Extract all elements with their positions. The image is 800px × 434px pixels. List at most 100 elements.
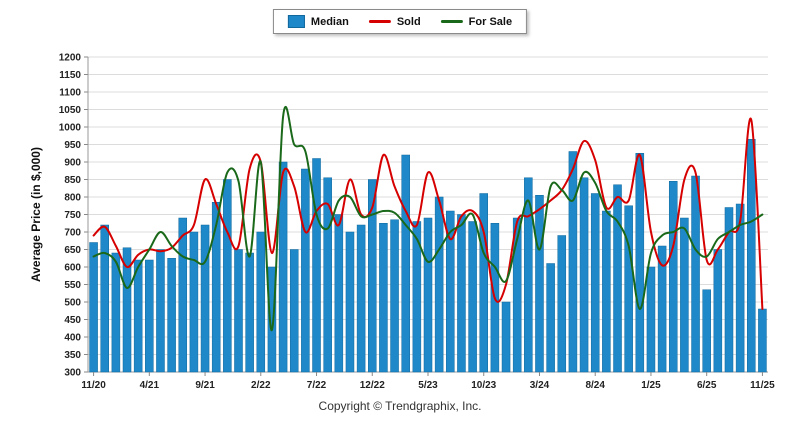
median-bar bbox=[657, 245, 667, 373]
y-tick-label: 600 bbox=[64, 263, 81, 274]
median-bar bbox=[100, 224, 109, 373]
y-tick-label: 350 bbox=[64, 350, 81, 361]
y-tick-label: 400 bbox=[64, 333, 81, 344]
median-bar bbox=[256, 231, 266, 373]
y-tick-label: 900 bbox=[64, 158, 81, 169]
median-bar-swatch-icon bbox=[287, 15, 305, 28]
legend-item-sold[interactable]: Sold bbox=[368, 15, 421, 28]
median-bar bbox=[668, 181, 678, 373]
median-bar bbox=[223, 179, 232, 373]
legend-item-median[interactable]: Median bbox=[287, 15, 349, 28]
x-tick-label: 1/25 bbox=[641, 380, 661, 391]
median-bar bbox=[479, 193, 489, 373]
x-tick-label: 11/25 bbox=[750, 380, 775, 391]
median-bar bbox=[501, 301, 511, 373]
median-bar bbox=[167, 258, 176, 373]
x-tick-label: 11/20 bbox=[81, 380, 106, 391]
sold-line bbox=[92, 117, 764, 310]
median-bar bbox=[267, 266, 277, 373]
median-bar bbox=[624, 205, 633, 373]
median-bar bbox=[345, 231, 355, 373]
y-tick-label: 950 bbox=[64, 140, 81, 151]
y-tick-label: 800 bbox=[64, 193, 81, 204]
legend-label-sold: Sold bbox=[396, 15, 421, 28]
y-tick-label: 550 bbox=[64, 280, 81, 291]
median-bar bbox=[178, 217, 188, 373]
median-bar bbox=[379, 223, 388, 373]
median-bar bbox=[156, 249, 165, 373]
median-bar bbox=[446, 210, 455, 373]
y-tick-label: 1150 bbox=[59, 70, 81, 81]
median-bar bbox=[758, 308, 767, 373]
y-tick-label: 450 bbox=[64, 315, 81, 326]
median-bar bbox=[334, 214, 344, 373]
median-bar bbox=[691, 175, 700, 373]
y-tick-label: 300 bbox=[64, 368, 81, 379]
x-tick-label: 12/22 bbox=[360, 380, 385, 391]
median-bar bbox=[412, 221, 422, 373]
median-bar bbox=[200, 224, 210, 373]
x-tick-label: 2/22 bbox=[251, 380, 271, 391]
y-tick-label: 750 bbox=[64, 210, 81, 221]
median-bar bbox=[713, 249, 723, 373]
median-bar bbox=[133, 259, 143, 373]
median-bar bbox=[535, 195, 544, 373]
x-tick-label: 5/23 bbox=[418, 380, 438, 391]
median-bar bbox=[546, 263, 555, 373]
y-tick-label: 1050 bbox=[59, 105, 82, 116]
y-tick-label: 1000 bbox=[59, 123, 82, 134]
median-bar bbox=[390, 219, 399, 373]
median-bar bbox=[111, 252, 121, 373]
x-tick-label: 7/22 bbox=[307, 380, 327, 391]
median-bar bbox=[89, 242, 98, 373]
x-tick-label: 6/25 bbox=[697, 380, 717, 391]
median-bar bbox=[312, 158, 321, 373]
median-bar bbox=[680, 217, 689, 373]
median-bar bbox=[323, 177, 332, 373]
legend-item-for-sale[interactable]: For Sale bbox=[440, 15, 513, 28]
legend-label-for-sale: For Sale bbox=[468, 15, 513, 28]
median-bar bbox=[646, 266, 656, 373]
median-bar bbox=[468, 221, 477, 373]
median-bar bbox=[356, 224, 366, 373]
median-bar bbox=[434, 196, 444, 373]
x-tick-label: 8/24 bbox=[585, 380, 605, 391]
median-bar bbox=[702, 289, 711, 373]
y-tick-label: 1100 bbox=[59, 88, 81, 99]
median-bar bbox=[301, 168, 310, 373]
legend: Median Sold For Sale bbox=[272, 9, 528, 34]
for-sale-line bbox=[92, 105, 764, 332]
median-bar bbox=[245, 252, 254, 373]
sold-line-swatch-icon bbox=[368, 20, 391, 23]
median-bar bbox=[747, 139, 756, 373]
for-sale-line-swatch-icon bbox=[440, 20, 463, 23]
y-tick-label: 1200 bbox=[59, 53, 82, 64]
median-bar bbox=[735, 203, 745, 373]
median-bar bbox=[189, 231, 199, 373]
median-bar bbox=[568, 151, 578, 373]
copyright-text: Copyright © Trendgraphix, Inc. bbox=[318, 399, 482, 413]
x-tick-label: 4/21 bbox=[140, 380, 160, 391]
median-bar bbox=[122, 247, 132, 373]
median-bar bbox=[278, 161, 288, 373]
median-bar bbox=[234, 249, 243, 373]
median-bar bbox=[289, 249, 299, 373]
y-tick-label: 500 bbox=[64, 298, 81, 309]
x-tick-label: 9/21 bbox=[195, 380, 215, 391]
legend-label-median: Median bbox=[310, 15, 349, 28]
y-axis-title: Average Price (in $,000) bbox=[29, 147, 43, 282]
y-tick-label: 650 bbox=[64, 245, 81, 256]
median-bar bbox=[401, 154, 410, 373]
y-tick-label: 700 bbox=[64, 228, 81, 239]
median-bar bbox=[613, 184, 622, 373]
median-bar bbox=[557, 235, 567, 373]
median-bar bbox=[579, 177, 589, 373]
median-bar bbox=[602, 210, 611, 373]
median-bar bbox=[590, 193, 600, 373]
median-bar bbox=[524, 177, 533, 373]
median-bar bbox=[724, 207, 734, 373]
x-tick-label: 10/23 bbox=[471, 380, 496, 391]
y-tick-label: 850 bbox=[64, 175, 81, 186]
median-bar bbox=[457, 214, 466, 373]
